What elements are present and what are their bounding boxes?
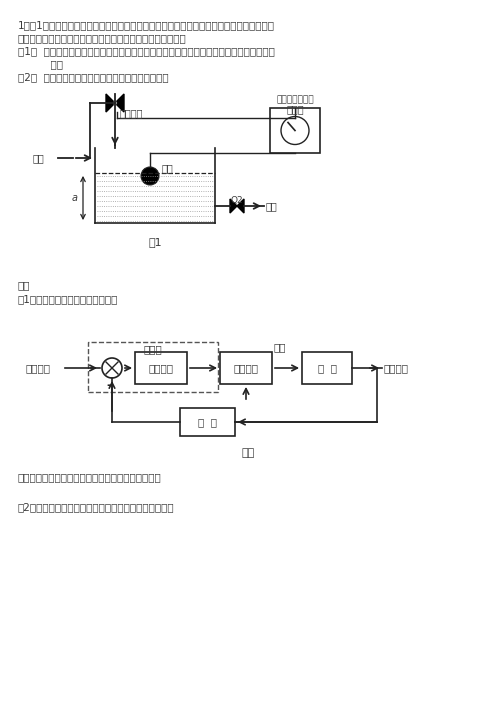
Polygon shape xyxy=(115,94,124,112)
Text: 气动阀门: 气动阀门 xyxy=(234,363,258,373)
Text: 量。: 量。 xyxy=(18,59,63,69)
Text: 希望液位: 希望液位 xyxy=(25,363,50,373)
Text: 水  筱: 水 筱 xyxy=(317,363,336,373)
Text: 1、图1是一个液位控制系统原理图。自动控制器通过比较实际液位与希望液位来调整气动阀: 1、图1是一个液位控制系统原理图。自动控制器通过比较实际液位与希望液位来调整气动… xyxy=(18,20,275,30)
Text: 控制器: 控制器 xyxy=(286,104,304,114)
Polygon shape xyxy=(237,199,244,213)
Text: 图１: 图１ xyxy=(242,448,254,458)
Text: 如图所示，输入量：希望液位；输出量：实际液位。: 如图所示，输入量：希望液位；输出量：实际液位。 xyxy=(18,472,162,482)
Text: 门的开度，对误差进行修正，从而达到保持液位不变的目的。: 门的开度，对误差进行修正，从而达到保持液位不变的目的。 xyxy=(18,33,187,43)
Circle shape xyxy=(113,101,117,105)
Text: 流出: 流出 xyxy=(266,201,278,211)
Text: 实际液位: 实际液位 xyxy=(384,363,409,373)
Text: 图1: 图1 xyxy=(148,237,162,247)
Text: 控制器: 控制器 xyxy=(144,344,162,354)
Text: -: - xyxy=(107,379,112,392)
Text: （2）相应的人工操纵液位控制系统方块图如图２所示。: （2）相应的人工操纵液位控制系统方块图如图２所示。 xyxy=(18,502,175,512)
Bar xyxy=(135,352,187,384)
Text: 浮子: 浮子 xyxy=(162,163,174,173)
Text: （1）  画出系统的控制方框图（方框内可用文字说明），并指出什么是输入量，什么是输出: （1） 画出系统的控制方框图（方框内可用文字说明），并指出什么是输入量，什么是输… xyxy=(18,46,275,56)
Text: （1）系统控制方框图如图１所示。: （1）系统控制方框图如图１所示。 xyxy=(18,294,119,304)
Text: 放大元件: 放大元件 xyxy=(148,363,174,373)
Bar xyxy=(88,342,218,392)
Text: 浮  子: 浮 子 xyxy=(198,417,217,427)
Text: a: a xyxy=(72,193,78,203)
Polygon shape xyxy=(106,94,115,112)
Circle shape xyxy=(102,358,122,378)
Polygon shape xyxy=(230,199,237,213)
Bar xyxy=(270,108,320,153)
Text: 解：: 解： xyxy=(18,280,30,290)
Text: 注入: 注入 xyxy=(274,342,286,352)
Text: Q2: Q2 xyxy=(231,196,244,205)
Bar xyxy=(220,352,272,384)
Circle shape xyxy=(281,117,309,145)
Bar xyxy=(302,352,352,384)
Text: （比较、放大）: （比较、放大） xyxy=(276,95,314,104)
Text: 注入: 注入 xyxy=(33,153,45,163)
Circle shape xyxy=(141,167,159,185)
Text: 气动阀门: 气动阀门 xyxy=(120,108,143,118)
Bar xyxy=(180,408,235,436)
Text: （2）  试画出相应的人工操纵液位控制系统方块图。: （2） 试画出相应的人工操纵液位控制系统方块图。 xyxy=(18,72,169,82)
